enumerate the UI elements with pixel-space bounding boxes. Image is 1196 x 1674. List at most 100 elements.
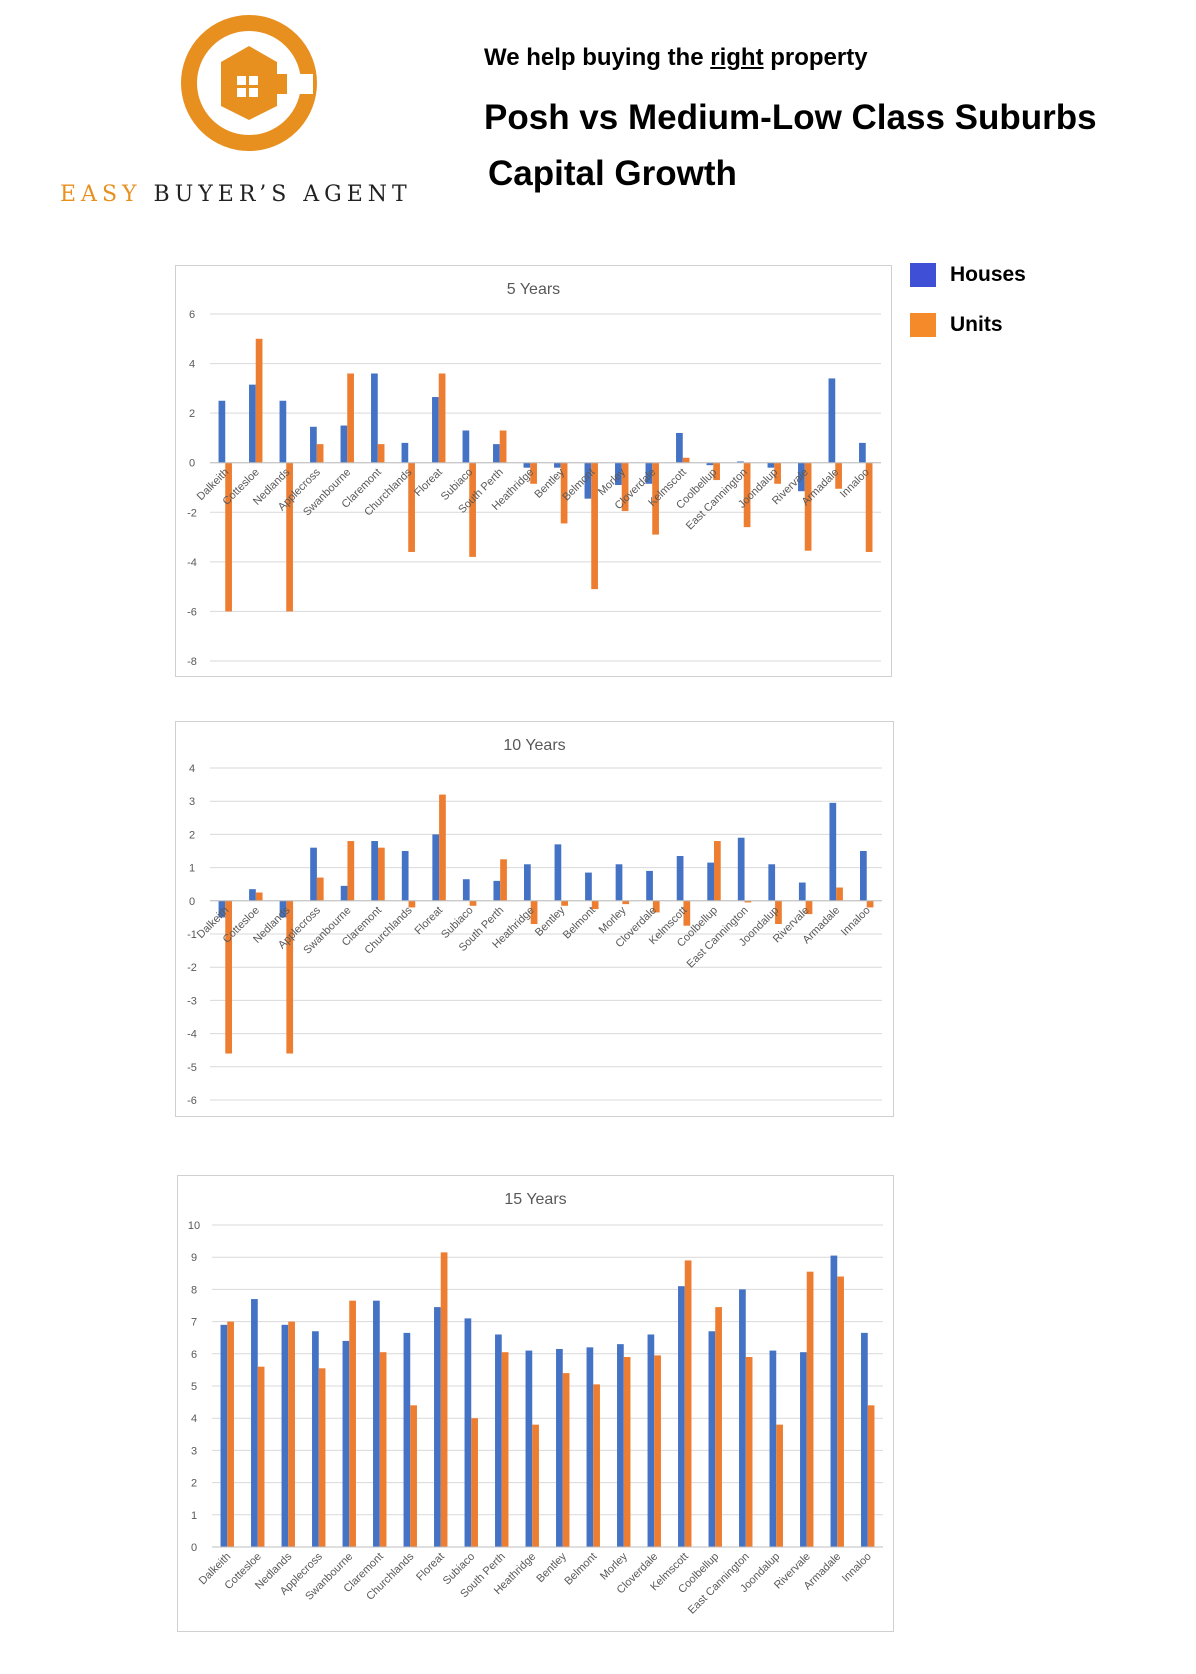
bar-units <box>286 900 294 1054</box>
brand-name-rest: BUYER’S AGENT <box>153 182 412 207</box>
bar-units <box>440 1252 448 1547</box>
bar-units <box>654 1355 661 1547</box>
y-tick-label: 7 <box>191 1317 197 1329</box>
bar-houses <box>281 1324 289 1547</box>
bar-houses <box>554 844 562 901</box>
chart-10-years: 10 Years 4 3 2 1 0 -1 -2 -3 -4 -5 -6 Dalkeith Cottesl… <box>175 721 894 1117</box>
bar-houses <box>829 802 837 901</box>
bar-houses <box>462 430 470 463</box>
y-tick-label: 1 <box>189 863 195 875</box>
bar-units <box>560 462 568 524</box>
y-tick-label: -4 <box>187 1029 197 1041</box>
chart-svg: 15 Years109876543210DalkeithCottesloeNed… <box>188 1191 883 1617</box>
wrench-house-logo-icon <box>181 15 317 151</box>
bar-units <box>438 373 446 463</box>
bar-houses <box>798 462 805 492</box>
bar-units <box>410 1405 417 1547</box>
bar-houses <box>310 847 317 901</box>
tagline: We help buying the right property <box>484 44 868 72</box>
bar-houses <box>707 862 714 901</box>
bar-units <box>349 1300 356 1547</box>
chart-svg: 5 Years6420-2-4-6-8DalkeithCottesloeNedl… <box>187 281 881 668</box>
bar-houses <box>279 400 287 463</box>
bar-units <box>683 900 691 926</box>
bar-houses <box>464 1318 472 1547</box>
bar-units <box>682 457 690 463</box>
bar-houses <box>401 442 409 463</box>
x-tick-label: Belmont <box>561 904 598 941</box>
chart-title: 10 Years <box>503 737 565 754</box>
bar-houses <box>860 851 867 901</box>
bar-units <box>255 338 263 463</box>
bar-units <box>806 1271 814 1547</box>
bar-houses <box>403 1332 411 1547</box>
bar-houses <box>586 1347 594 1547</box>
bar-houses <box>432 834 440 901</box>
bar-houses <box>646 870 653 901</box>
bar-houses <box>617 1344 624 1547</box>
bar-houses <box>342 1340 350 1547</box>
y-tick-label: 8 <box>191 1284 197 1296</box>
bar-units <box>286 462 293 612</box>
bar-houses <box>678 1286 685 1547</box>
bar-houses <box>373 1300 380 1547</box>
bar-houses <box>768 864 776 901</box>
y-tick-label: 2 <box>191 1478 197 1490</box>
bar-houses <box>220 1324 228 1547</box>
bar-units <box>439 794 446 901</box>
bar-houses <box>524 864 531 901</box>
bar-houses <box>861 1332 868 1547</box>
bar-units <box>713 462 720 481</box>
y-tick-label: -1 <box>187 929 197 941</box>
bar-houses <box>462 879 470 901</box>
bar-units <box>775 900 782 925</box>
headline-secondary: Capital Growth <box>488 154 737 193</box>
y-tick-label: 5 <box>191 1381 197 1393</box>
legend-swatch-houses <box>910 263 936 287</box>
bar-units <box>501 1352 509 1547</box>
y-tick-label: -4 <box>187 557 197 569</box>
x-tick-label: Innaloo <box>840 1551 874 1585</box>
y-tick-label: 2 <box>189 408 195 420</box>
legend-item-units: Units <box>910 312 1026 338</box>
headline-primary: Posh vs Medium-Low Class Suburbs <box>484 98 1097 137</box>
bar-units <box>500 859 507 901</box>
y-tick-label: 9 <box>191 1252 197 1264</box>
bar-houses <box>554 462 561 468</box>
bar-units <box>347 373 354 463</box>
bar-units <box>867 1405 875 1547</box>
bar-units <box>377 444 385 463</box>
chart-title: 5 Years <box>507 281 560 298</box>
bar-units <box>378 847 385 901</box>
bar-houses <box>859 442 866 463</box>
bar-houses <box>251 1299 258 1547</box>
brand-logo: EASY BUYER’S AGENT <box>60 10 407 210</box>
bar-units <box>225 462 232 612</box>
bar-houses <box>249 889 256 901</box>
bar-houses <box>434 1307 441 1547</box>
y-tick-label: -6 <box>187 1095 197 1107</box>
tagline-pre: We help buying the <box>484 44 711 71</box>
y-tick-label: 4 <box>189 763 195 775</box>
bar-units <box>227 1321 234 1547</box>
bar-houses <box>432 397 439 463</box>
brand-name: EASY BUYER’S AGENT <box>60 182 420 207</box>
tagline-post: property <box>763 44 868 71</box>
bar-units <box>530 900 538 925</box>
bar-houses <box>676 432 683 463</box>
bar-units <box>408 462 415 552</box>
bar-houses <box>647 1334 655 1547</box>
bar-units <box>743 462 751 528</box>
bar-houses <box>310 426 317 463</box>
bar-houses <box>708 1331 716 1547</box>
y-tick-label: -3 <box>187 995 197 1007</box>
bar-units <box>684 1260 692 1547</box>
bar-houses <box>737 837 745 901</box>
bar-units <box>561 900 568 906</box>
x-tick-label: Innaloo <box>839 904 873 938</box>
chart-5-years: 5 Years 6 4 2 0 -2 -4 -6 -8 Dalkeith Cottesloe Nedl… <box>175 265 892 677</box>
y-tick-label: 6 <box>191 1349 197 1361</box>
y-tick-label: -2 <box>187 507 197 519</box>
bar-units <box>804 462 812 551</box>
bar-units <box>591 900 599 910</box>
